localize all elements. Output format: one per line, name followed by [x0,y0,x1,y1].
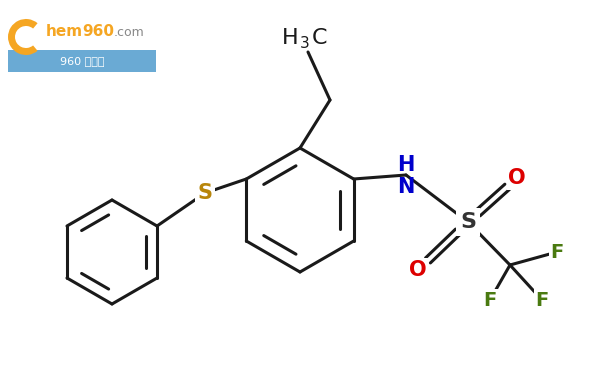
Text: 3: 3 [300,36,310,51]
Text: hem: hem [46,24,83,39]
Text: C: C [312,28,327,48]
FancyBboxPatch shape [8,50,156,72]
Wedge shape [8,19,38,55]
Text: S: S [460,212,476,232]
Text: O: O [508,168,526,188]
Text: H: H [397,155,414,175]
Text: S: S [197,183,212,203]
Text: F: F [483,291,497,309]
Text: F: F [535,291,549,309]
Text: 960: 960 [82,24,114,39]
Text: N: N [397,177,414,197]
Text: 960 化工网: 960 化工网 [60,56,104,66]
Text: F: F [551,243,564,261]
Text: H: H [281,28,298,48]
Text: .com: .com [114,26,145,39]
Text: O: O [409,260,427,280]
